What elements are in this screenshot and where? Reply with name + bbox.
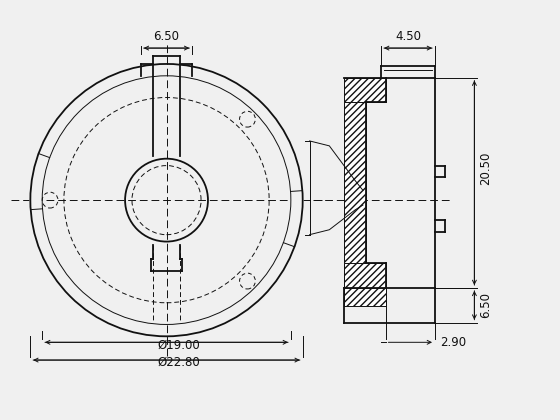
Wedge shape (29, 153, 52, 210)
Text: 2.90: 2.90 (440, 336, 466, 349)
Text: Ø19.00: Ø19.00 (157, 339, 200, 352)
Text: Ø22.80: Ø22.80 (157, 356, 200, 369)
Wedge shape (282, 191, 304, 247)
Bar (344, 102, 366, 288)
Bar (344, 78, 386, 102)
Text: 6.50: 6.50 (479, 292, 492, 318)
Text: 20.50: 20.50 (479, 151, 492, 185)
Bar (344, 288, 386, 306)
Text: 6.50: 6.50 (153, 30, 180, 43)
Bar (344, 263, 386, 288)
Text: 4.50: 4.50 (395, 30, 421, 43)
